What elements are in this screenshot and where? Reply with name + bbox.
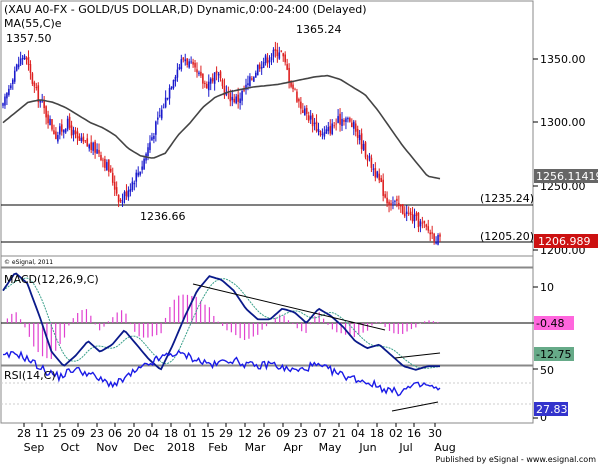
x-tick-label: 09 (71, 427, 85, 440)
x-month-label: Aug (434, 441, 455, 454)
x-tick-label: 21 (332, 427, 346, 440)
x-month-label: Mar (245, 441, 266, 454)
ma-label: MA(55,C)e (4, 17, 62, 30)
candlesticks (2, 41, 441, 246)
price-value: 1206.989 (538, 235, 591, 248)
annotation-low-left: 1236.66 (140, 210, 186, 223)
x-tick-label: 16 (407, 427, 421, 440)
macd-trendline (192, 283, 386, 331)
x-month-label: Apr (283, 441, 303, 454)
macd-signal-line (2, 277, 441, 369)
x-tick-label: 15 (201, 427, 215, 440)
x-tick-label: 28 (17, 427, 31, 440)
chart-title: (XAU A0-FX - GOLD/US DOLLAR,D) Dynamic,0… (4, 3, 367, 16)
macd-value-box (534, 316, 574, 330)
x-month-label: 2018 (167, 441, 195, 454)
price-tick-1250: 1250.00 (540, 180, 586, 193)
price-tick-1300: 1300.00 (540, 116, 586, 129)
x-tick-label: 23 (90, 427, 104, 440)
x-tick-label: 18 (164, 427, 178, 440)
x-tick-label: 02 (389, 427, 403, 440)
macd-support-line (394, 352, 441, 359)
annotation-level-1235: (1235.24) (480, 192, 534, 205)
rsi-value-box (534, 402, 568, 416)
x-tick-label: 06 (108, 427, 122, 440)
macd-line (2, 272, 440, 371)
annotation-high-left: 1357.50 (6, 32, 52, 45)
publisher-footer: Published by eSignal - www.esignal.com (435, 455, 596, 464)
macd-label: MACD(12,26,9,C) (4, 273, 99, 286)
x-tick-label: 20 (127, 427, 141, 440)
rsi-support-line (391, 401, 439, 412)
x-tick-label: 01 (183, 427, 197, 440)
macd-tick-10: 10 (540, 281, 554, 294)
x-tick-label: 23 (294, 427, 308, 440)
x-month-label: Jun (358, 441, 376, 454)
rsi-tick-50: 50 (540, 364, 554, 377)
macd-panel (0, 267, 534, 366)
x-tick-label: 26 (257, 427, 271, 440)
x-tick-label: 18 (370, 427, 384, 440)
x-tick-label: 04 (351, 427, 365, 440)
x-tick-label: 25 (53, 427, 67, 440)
x-month-label: May (319, 441, 342, 454)
rsi-tick-0: 0 (540, 411, 547, 424)
macd-value: -0.48 (536, 317, 564, 330)
price-value-box (534, 234, 598, 248)
annotation-high-mid: 1365.24 (296, 23, 342, 36)
x-month-label: Feb (208, 441, 227, 454)
x-month-label: Dec (133, 441, 154, 454)
rsi-line (2, 349, 441, 397)
x-tick-label: 29 (219, 427, 233, 440)
ma-value-box (534, 169, 598, 183)
x-tick-label: 11 (35, 427, 49, 440)
ma-value: 1256.11419 (536, 170, 600, 183)
price-panel (0, 0, 534, 268)
esignal-credit: © eSignal, 2011 (4, 259, 53, 266)
rsi-panel (0, 365, 534, 424)
x-tick-label: 04 (145, 427, 159, 440)
price-tick-1350: 1350.00 (540, 53, 586, 66)
rsi-value: 27.83 (536, 403, 568, 416)
x-month-label: Oct (60, 441, 80, 454)
rsi-label: RSI(14,C) (4, 369, 56, 382)
x-month-label: Nov (96, 441, 118, 454)
x-month-label: Jul (398, 441, 412, 454)
annotation-level-1205: (1205.20) (480, 230, 534, 243)
x-tick-label: 12 (238, 427, 252, 440)
x-tick-label: 07 (313, 427, 327, 440)
signal-value-box (534, 347, 574, 361)
x-tick-label: 09 (276, 427, 290, 440)
x-month-label: Sep (24, 441, 45, 454)
signal-value: -12.75 (536, 348, 571, 361)
ma-line (2, 74, 441, 180)
price-axis: 1350.00 1300.00 1250.00 1200.00 (533, 53, 586, 257)
x-tick-label: 30 (428, 427, 442, 440)
